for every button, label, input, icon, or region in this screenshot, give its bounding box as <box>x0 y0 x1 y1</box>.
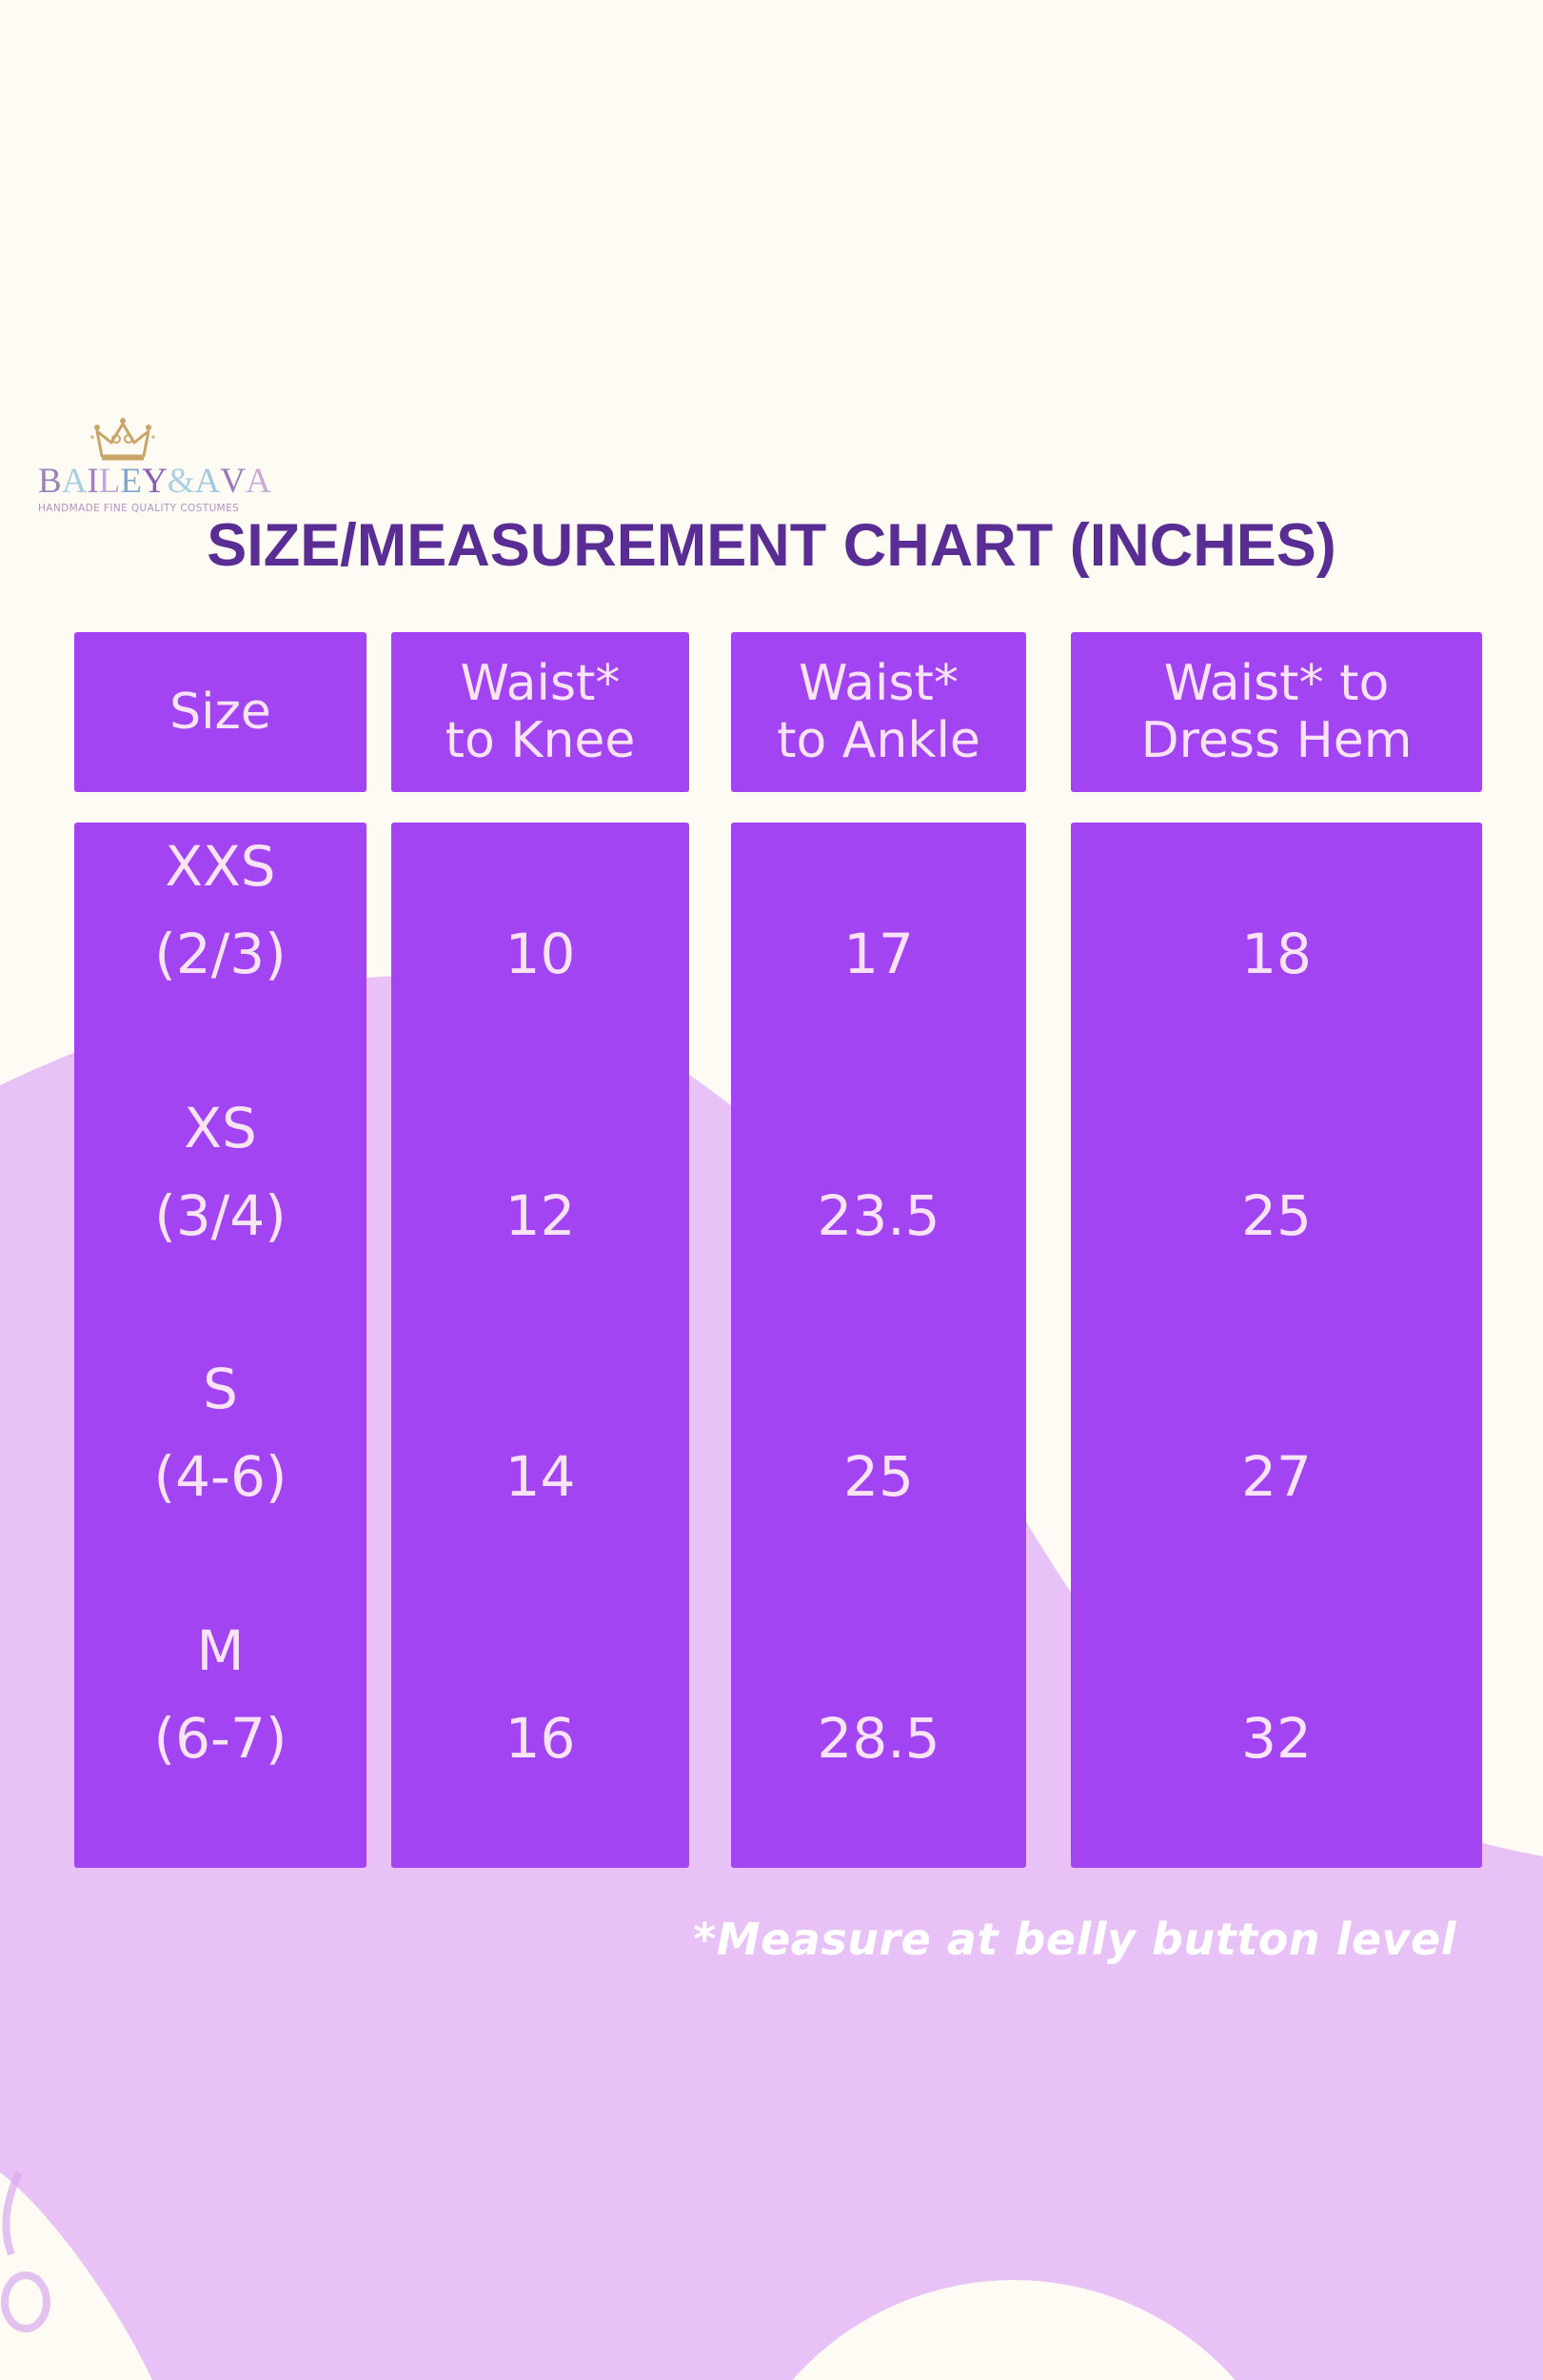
value-cell: 17 <box>731 823 1026 1084</box>
header-waist-to-ankle-line2: to Ankle <box>777 712 980 769</box>
value-cell: 23.5 <box>731 1084 1026 1346</box>
value-cell: 14 <box>391 1345 689 1607</box>
value-cell: 25 <box>1071 1084 1482 1346</box>
size-range: (6-7) <box>153 1705 287 1771</box>
header-waist-to-dress-hem-line2: Dress Hem <box>1140 712 1413 769</box>
value: 17 <box>843 922 914 986</box>
value: 16 <box>504 1705 576 1771</box>
value-cell: 27 <box>1071 1345 1482 1607</box>
column-waist-to-knee: 10 12 14 16 <box>391 823 689 1868</box>
value-cell: 10 <box>391 823 689 1084</box>
header-waist-to-knee-line2: to Knee <box>445 712 636 769</box>
size-range: (3/4) <box>154 1182 287 1248</box>
value: 12 <box>504 1182 576 1248</box>
brand-tagline: HANDMADE FINE QUALITY COSTUMES <box>38 503 240 514</box>
brand-name: B A I L E Y & A V A <box>38 462 271 501</box>
size-label: M <box>196 1617 245 1683</box>
page-title: SIZE/MEASUREMENT CHART (INCHES) <box>207 512 1336 579</box>
value: 18 <box>1241 922 1312 986</box>
size-cell-xxs: XXS (2/3) <box>74 823 366 1084</box>
size-cell-m: M (6-7) <box>74 1607 366 1869</box>
value: 10 <box>504 922 576 986</box>
column-waist-to-ankle: 17 23.5 25 28.5 <box>731 823 1026 1868</box>
size-label: S <box>203 1357 238 1421</box>
value: 28.5 <box>817 1705 940 1771</box>
value: 25 <box>843 1444 914 1509</box>
header-waist-to-knee: Waist* to Knee <box>391 632 689 792</box>
value-cell: 12 <box>391 1084 689 1346</box>
header-waist-to-dress-hem-line1: Waist* to <box>1163 654 1390 712</box>
value-cell: 32 <box>1071 1607 1482 1869</box>
size-label: XS <box>184 1095 257 1160</box>
measure-footnote: *Measure at belly button level <box>693 1914 1456 1965</box>
column-waist-to-dress-hem: 18 25 27 32 <box>1071 823 1482 1868</box>
value-cell: 28.5 <box>731 1607 1026 1869</box>
crown-icon <box>90 418 155 461</box>
value-cell: 25 <box>731 1345 1026 1607</box>
size-range: (4-6) <box>153 1444 287 1509</box>
header-waist-to-dress-hem: Waist* to Dress Hem <box>1071 632 1482 792</box>
value-cell: 16 <box>391 1607 689 1869</box>
size-range: (2/3) <box>154 922 287 986</box>
value-cell: 18 <box>1071 823 1482 1084</box>
header-waist-to-knee-line1: Waist* <box>460 654 621 712</box>
brand-logo: B A I L E Y & A V A HANDMADE FINE QUALITY COSTUME… <box>38 416 271 514</box>
value: 14 <box>504 1444 576 1509</box>
header-waist-to-ankle-line1: Waist* <box>799 654 959 712</box>
value: 23.5 <box>817 1182 940 1248</box>
value: 25 <box>1241 1182 1312 1248</box>
value: 32 <box>1241 1705 1312 1771</box>
size-cell-s: S (4-6) <box>74 1345 366 1607</box>
value: 27 <box>1241 1444 1312 1509</box>
header-size-line1: Size <box>169 683 271 741</box>
size-label: XXS <box>165 834 276 899</box>
size-cell-xs: XS (3/4) <box>74 1084 366 1346</box>
header-size: Size <box>74 632 366 792</box>
column-size: XXS (2/3) XS (3/4) S (4-6) M (6-7) <box>74 823 366 1868</box>
header-waist-to-ankle: Waist* to Ankle <box>731 632 1026 792</box>
